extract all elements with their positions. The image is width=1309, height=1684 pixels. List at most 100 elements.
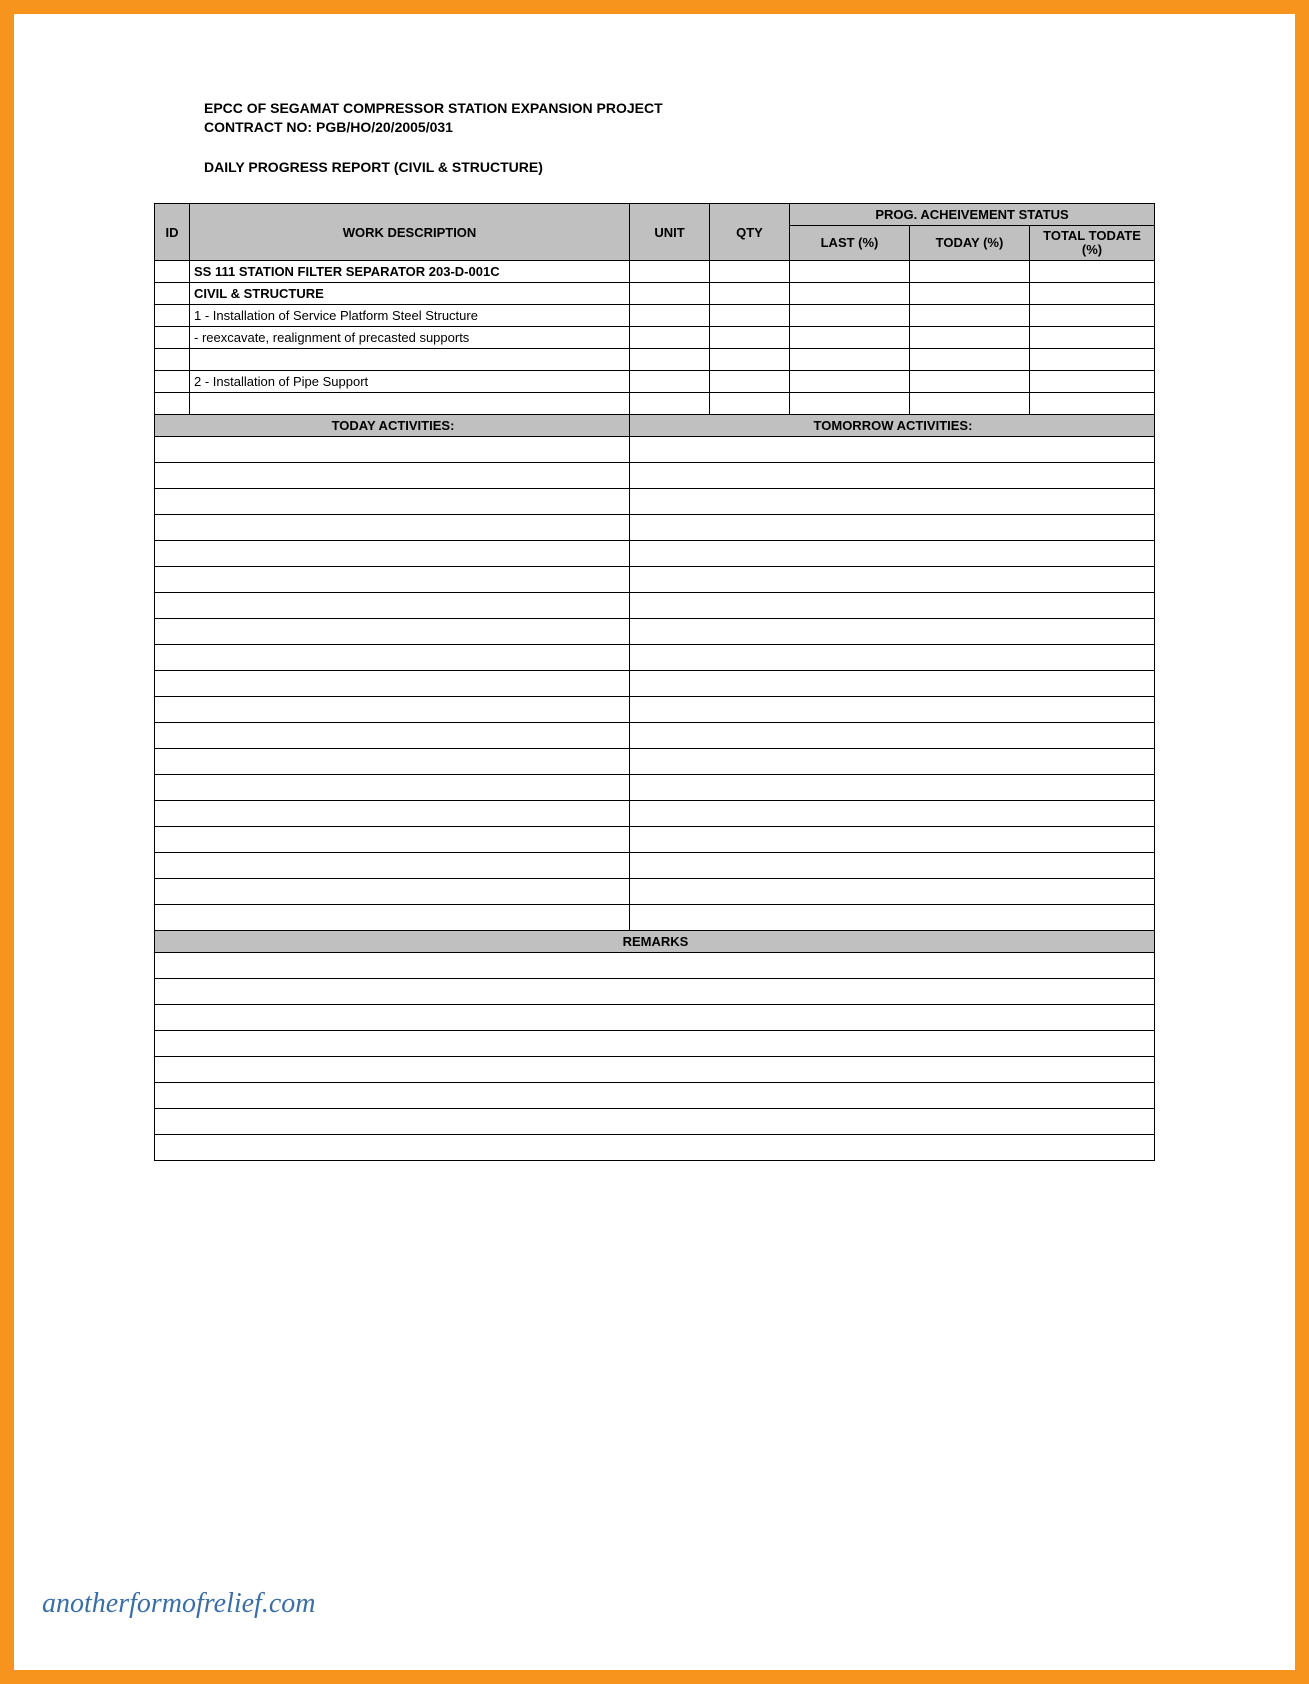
- cell-empty: [790, 371, 910, 393]
- cell-empty: [710, 327, 790, 349]
- cell-empty: [1030, 261, 1155, 283]
- progress-report-table: ID WORK DESCRIPTION UNIT QTY PROG. ACHEI…: [154, 203, 1155, 1162]
- today-activity-cell: [155, 905, 630, 931]
- activities-row: [155, 437, 1155, 463]
- page-frame: EPCC OF SEGAMAT COMPRESSOR STATION EXPAN…: [0, 0, 1309, 1684]
- cell-empty: [910, 393, 1030, 415]
- tomorrow-activity-cell: [630, 853, 1155, 879]
- remarks-row: [155, 1083, 1155, 1109]
- activities-row: [155, 541, 1155, 567]
- cell-id: [155, 261, 190, 283]
- col-work-description: WORK DESCRIPTION: [190, 203, 630, 261]
- today-activity-cell: [155, 775, 630, 801]
- remarks-rows-body: [155, 953, 1155, 1161]
- activities-row: [155, 749, 1155, 775]
- tomorrow-activity-cell: [630, 697, 1155, 723]
- activities-row: [155, 879, 1155, 905]
- remarks-cell: [155, 979, 1155, 1005]
- today-activity-cell: [155, 541, 630, 567]
- table-row: [155, 393, 1155, 415]
- activities-row: [155, 827, 1155, 853]
- cell-empty: [630, 305, 710, 327]
- today-activity-cell: [155, 567, 630, 593]
- table-row: 2 - Installation of Pipe Support: [155, 371, 1155, 393]
- project-title-line2: CONTRACT NO: PGB/HO/20/2005/031: [204, 118, 1155, 137]
- cell-empty: [630, 349, 710, 371]
- activities-header-row: TODAY ACTIVITIES: TOMORROW ACTIVITIES:: [155, 415, 1155, 437]
- remarks-header: REMARKS: [155, 931, 1155, 953]
- cell-empty: [910, 305, 1030, 327]
- cell-empty: [1030, 283, 1155, 305]
- col-prog-status: PROG. ACHEIVEMENT STATUS: [790, 203, 1155, 225]
- table-row: CIVIL & STRUCTURE: [155, 283, 1155, 305]
- cell-work-description: [190, 349, 630, 371]
- table-row: SS 111 STATION FILTER SEPARATOR 203-D-00…: [155, 261, 1155, 283]
- activities-row: [155, 801, 1155, 827]
- today-activity-cell: [155, 437, 630, 463]
- table-row: [155, 349, 1155, 371]
- cell-empty: [910, 327, 1030, 349]
- tomorrow-activity-cell: [630, 749, 1155, 775]
- today-activity-cell: [155, 879, 630, 905]
- tomorrow-activity-cell: [630, 619, 1155, 645]
- remarks-row: [155, 1057, 1155, 1083]
- remarks-header-row: REMARKS: [155, 931, 1155, 953]
- remarks-row: [155, 953, 1155, 979]
- cell-empty: [1030, 393, 1155, 415]
- cell-work-description: - reexcavate, realignment of precasted s…: [190, 327, 630, 349]
- table-row: - reexcavate, realignment of precasted s…: [155, 327, 1155, 349]
- cell-empty: [630, 283, 710, 305]
- watermark-text: anotherformofrelief.com: [42, 1588, 315, 1620]
- cell-id: [155, 283, 190, 305]
- cell-empty: [710, 283, 790, 305]
- today-activity-cell: [155, 515, 630, 541]
- cell-empty: [710, 349, 790, 371]
- cell-empty: [710, 371, 790, 393]
- remarks-cell: [155, 1057, 1155, 1083]
- cell-work-description: SS 111 STATION FILTER SEPARATOR 203-D-00…: [190, 261, 630, 283]
- cell-empty: [1030, 305, 1155, 327]
- remarks-cell: [155, 1109, 1155, 1135]
- tomorrow-activity-cell: [630, 801, 1155, 827]
- cell-work-description: [190, 393, 630, 415]
- activities-row: [155, 567, 1155, 593]
- today-activity-cell: [155, 723, 630, 749]
- remarks-row: [155, 1109, 1155, 1135]
- cell-empty: [910, 261, 1030, 283]
- tomorrow-activity-cell: [630, 541, 1155, 567]
- cell-empty: [710, 393, 790, 415]
- tomorrow-activity-cell: [630, 723, 1155, 749]
- cell-empty: [630, 261, 710, 283]
- today-activity-cell: [155, 827, 630, 853]
- today-activity-cell: [155, 671, 630, 697]
- activities-row: [155, 619, 1155, 645]
- remarks-cell: [155, 1005, 1155, 1031]
- today-activity-cell: [155, 749, 630, 775]
- col-unit: UNIT: [630, 203, 710, 261]
- cell-empty: [630, 371, 710, 393]
- activities-row: [155, 775, 1155, 801]
- remarks-row: [155, 1031, 1155, 1057]
- activities-row: [155, 697, 1155, 723]
- col-qty: QTY: [710, 203, 790, 261]
- today-activity-cell: [155, 853, 630, 879]
- work-rows-body: SS 111 STATION FILTER SEPARATOR 203-D-00…: [155, 261, 1155, 415]
- activities-row: [155, 515, 1155, 541]
- col-today-pct: TODAY (%): [910, 225, 1030, 261]
- table-header-row: ID WORK DESCRIPTION UNIT QTY PROG. ACHEI…: [155, 203, 1155, 225]
- cell-id: [155, 371, 190, 393]
- cell-id: [155, 327, 190, 349]
- cell-work-description: CIVIL & STRUCTURE: [190, 283, 630, 305]
- activities-rows-body: [155, 437, 1155, 931]
- tomorrow-activity-cell: [630, 567, 1155, 593]
- today-activity-cell: [155, 593, 630, 619]
- activities-row: [155, 853, 1155, 879]
- cell-id: [155, 305, 190, 327]
- tomorrow-activities-header: TOMORROW ACTIVITIES:: [630, 415, 1155, 437]
- cell-id: [155, 349, 190, 371]
- cell-empty: [910, 283, 1030, 305]
- project-header: EPCC OF SEGAMAT COMPRESSOR STATION EXPAN…: [204, 99, 1155, 137]
- tomorrow-activity-cell: [630, 645, 1155, 671]
- cell-empty: [630, 393, 710, 415]
- activities-row: [155, 593, 1155, 619]
